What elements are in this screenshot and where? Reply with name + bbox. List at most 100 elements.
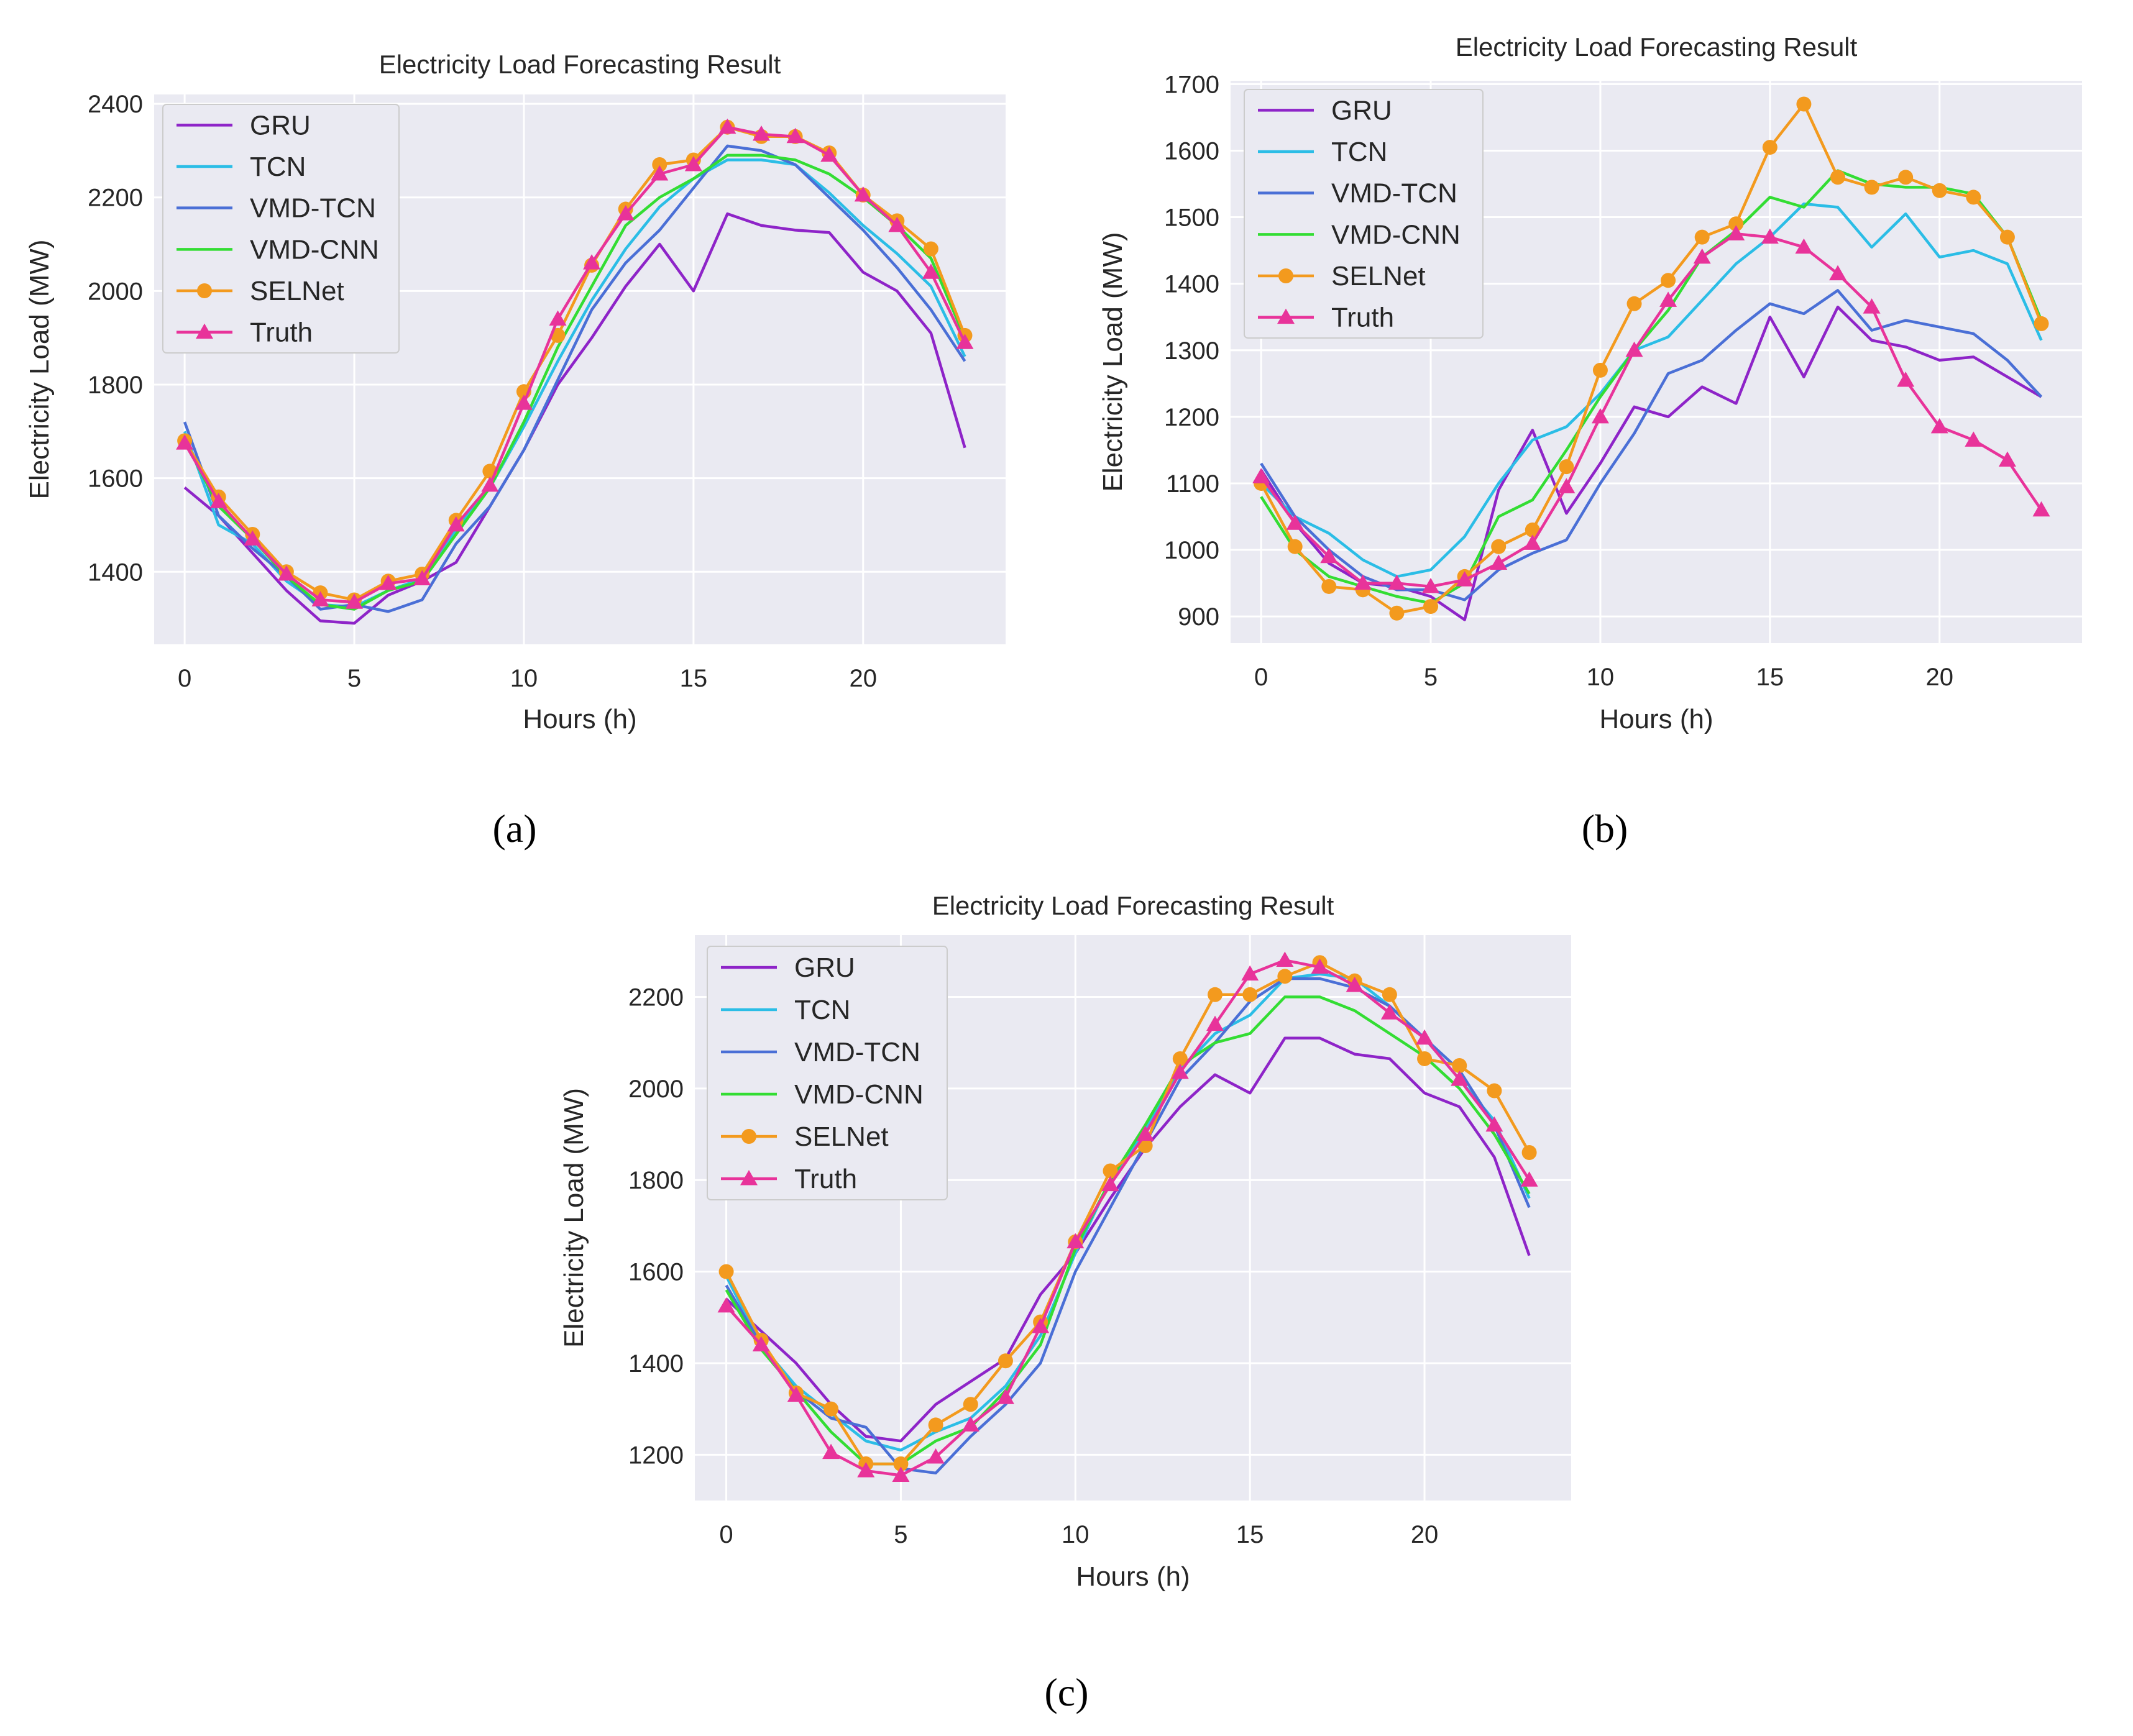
x-axis-label: Hours (h) — [523, 704, 636, 734]
data-point-truth — [822, 1443, 840, 1460]
series-truth — [176, 118, 974, 609]
y-tick-label: 1200 — [1164, 404, 1219, 431]
x-tick-label: 10 — [1587, 664, 1615, 691]
data-point-truth — [961, 1416, 979, 1432]
data-point-selnet — [1559, 459, 1574, 475]
x-tick-label: 20 — [850, 665, 878, 692]
series-vmd-cnn — [183, 153, 966, 611]
legend-label: TCN — [250, 152, 306, 182]
chart-panel-1: 0 5 10 15 20 900 1000 1100 1200 1300 1400 1500 1600 1… — [1098, 32, 2082, 734]
data-point-truth — [1032, 1318, 1050, 1333]
data-point-selnet — [1626, 296, 1642, 311]
legend: GRU TCN VMD-TCN VMD-CNN SELNet Truth — [1244, 89, 1484, 339]
data-point-truth — [346, 593, 364, 609]
data-point-truth — [651, 165, 669, 181]
data-point-selnet — [1321, 578, 1337, 594]
x-tick-label: 10 — [1062, 1521, 1089, 1548]
data-point-truth — [1346, 977, 1364, 992]
data-point-truth — [927, 1448, 945, 1464]
data-point-truth — [888, 216, 906, 232]
legend-marker — [740, 1170, 758, 1186]
data-point-selnet — [1423, 599, 1439, 614]
data-point-truth — [1998, 451, 2016, 467]
series-vmd-cnn — [1260, 169, 2043, 605]
y-tick-label: 1500 — [1164, 204, 1219, 232]
y-tick-label: 1600 — [88, 465, 143, 493]
data-point-truth — [1795, 238, 1813, 254]
series-line-vmd-cnn — [725, 995, 1531, 1466]
series-line-tcn — [1260, 202, 2043, 578]
legend-label: GRU — [794, 953, 855, 983]
data-point-truth — [854, 186, 872, 202]
y-tick-label: 1600 — [628, 1259, 684, 1286]
data-point-truth — [1761, 228, 1779, 244]
series-line-truth — [183, 126, 966, 604]
panel-label-c: (c) — [1044, 1670, 1088, 1714]
series-line-vmd-cnn — [1260, 169, 2043, 605]
series-truth — [717, 951, 1538, 1482]
y-tick-label: 2200 — [628, 984, 684, 1011]
chart-panel-0: 0 5 10 15 20 1400 1600 1800 2000 2200 2400 Electric… — [24, 50, 1006, 734]
data-point-selnet — [1898, 170, 1914, 185]
legend: GRU TCN VMD-TCN VMD-CNN SELNet Truth — [162, 104, 400, 354]
data-point-selnet — [1932, 183, 1947, 198]
legend-marker — [196, 323, 213, 339]
data-point-truth — [1897, 371, 1915, 387]
data-point-selnet — [1172, 1051, 1188, 1066]
legend-label: VMD-TCN — [1331, 178, 1457, 209]
data-point-selnet — [1521, 1145, 1537, 1160]
series-line-truth — [1260, 232, 2043, 588]
legend-marker — [741, 1129, 756, 1144]
data-point-truth — [549, 310, 567, 326]
panels: 0 5 10 15 20140016001800200022002400Electric… — [24, 32, 2082, 1592]
data-point-truth — [786, 127, 804, 144]
data-point-selnet — [1864, 180, 1879, 195]
y-tick-label: 2200 — [88, 185, 143, 212]
data-point-selnet — [823, 1401, 839, 1417]
data-point-selnet — [1525, 522, 1540, 537]
legend-label: VMD-TCN — [794, 1037, 920, 1067]
data-point-truth — [277, 565, 295, 581]
x-tick-label: 20 — [1926, 664, 1954, 691]
data-point-selnet — [1661, 273, 1676, 288]
data-point-selnet — [1277, 969, 1293, 984]
x-tick-label: 5 — [894, 1521, 907, 1548]
series-tcn — [1260, 202, 2043, 578]
x-tick-label: 15 — [1236, 1521, 1264, 1548]
data-point-truth — [176, 434, 194, 450]
data-point-truth — [1930, 418, 1948, 434]
legend-label: GRU — [1331, 95, 1392, 126]
data-point-selnet — [1242, 987, 1258, 1002]
data-point-selnet — [1694, 229, 1710, 245]
chart-title: Electricity Load Forecasting Result — [1456, 32, 1858, 62]
data-point-truth — [752, 1336, 770, 1351]
data-point-selnet — [2034, 316, 2049, 331]
data-point-truth — [1066, 1233, 1085, 1249]
y-tick-label: 1100 — [1166, 470, 1219, 498]
legend-label: Truth — [794, 1164, 857, 1194]
legend-label: SELNet — [794, 1122, 889, 1152]
x-tick-label: 15 — [680, 665, 708, 692]
data-point-truth — [1451, 1071, 1469, 1086]
data-point-selnet — [1382, 987, 1397, 1002]
data-point-truth — [1422, 577, 1440, 593]
y-axis-label: Electricity Load (MW) — [559, 1088, 589, 1348]
y-tick-label: 2400 — [88, 91, 143, 118]
data-point-truth — [1380, 1004, 1398, 1020]
x-tick-label: 10 — [510, 665, 538, 692]
data-point-truth — [1320, 547, 1338, 564]
legend-marker — [1278, 268, 1293, 283]
y-axis-label: Electricity Load (MW) — [1098, 232, 1128, 491]
legend-label: SELNet — [250, 276, 344, 306]
data-point-truth — [244, 530, 262, 546]
panel-label-a: (a) — [492, 806, 536, 851]
legend-marker — [1277, 308, 1295, 324]
data-point-truth — [1659, 291, 1677, 307]
series-truth — [1252, 225, 2050, 593]
data-point-truth — [717, 1297, 735, 1313]
series-line-vmd-tcn — [725, 977, 1531, 1475]
chart-panel-2: 0 5 10 15 20 1200 1400 1600 1800 2000 2200 Electric… — [559, 891, 1571, 1592]
x-tick-label: 20 — [1411, 1521, 1439, 1548]
data-point-truth — [583, 254, 601, 270]
data-point-truth — [857, 1462, 875, 1478]
